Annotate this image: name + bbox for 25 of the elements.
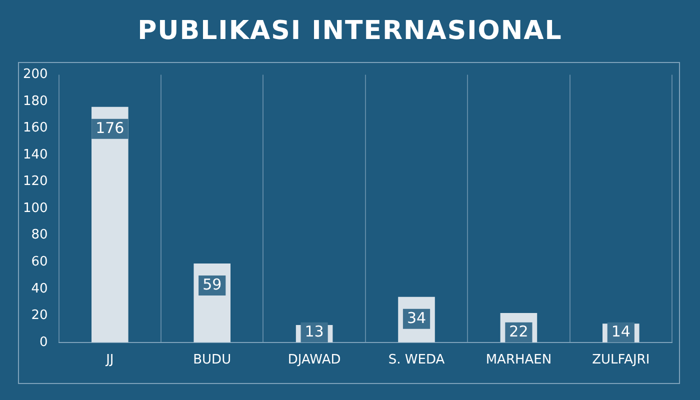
y-tick-label: 60: [31, 254, 48, 270]
y-tick-label: 120: [22, 174, 48, 190]
bar: [92, 106, 128, 342]
y-tick-label: 40: [31, 281, 48, 296]
y-tick-label: 20: [31, 308, 48, 324]
chart-title: PUBLIKASI INTERNASIONAL: [136, 16, 564, 46]
x-tick-label: DJAWAD: [288, 352, 341, 368]
y-tick-label: 0: [40, 334, 48, 350]
y-tick-label: 200: [22, 67, 48, 82]
y-tick-label: 140: [22, 147, 48, 162]
x-tick-label: ZULFAJRI: [592, 352, 650, 368]
x-tick-label: MARHAEN: [486, 352, 552, 368]
data-label: 13: [304, 322, 324, 340]
data-label: 59: [202, 275, 222, 294]
y-tick-label: 160: [22, 120, 48, 136]
data-label: 14: [611, 322, 630, 340]
y-tick-label: 100: [22, 200, 48, 216]
data-label: 34: [406, 308, 426, 327]
data-label: 22: [509, 322, 528, 340]
x-tick-label: S. WEDA: [388, 352, 445, 368]
y-tick-label: 180: [22, 94, 48, 109]
x-tick-label: BUDU: [193, 352, 232, 368]
data-label: 176: [96, 118, 124, 137]
y-tick-label: 80: [31, 228, 48, 243]
x-tick-label: JJ: [105, 352, 114, 368]
